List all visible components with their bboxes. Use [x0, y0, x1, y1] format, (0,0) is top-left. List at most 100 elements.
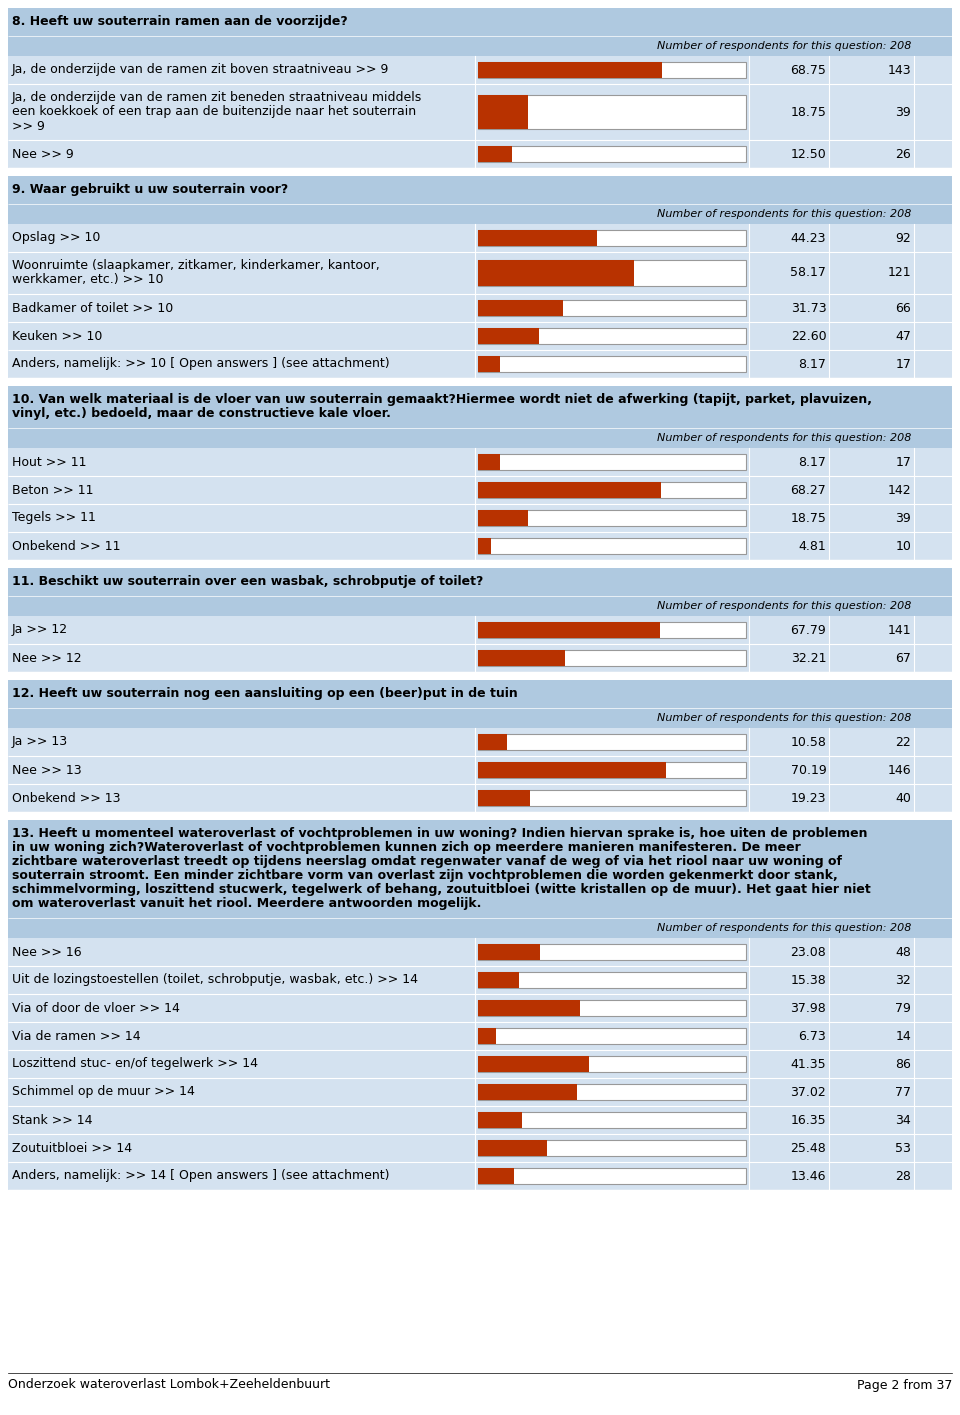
Text: 28: 28 [896, 1170, 911, 1183]
Text: 34: 34 [896, 1114, 911, 1126]
Bar [8, 727, 952, 756]
Text: 17: 17 [896, 358, 911, 371]
Bar [478, 328, 539, 344]
Text: Loszittend stuc- en/of tegelwerk >> 14: Loszittend stuc- en/of tegelwerk >> 14 [12, 1057, 258, 1071]
Bar [8, 567, 952, 616]
Text: Ja, de onderzijde van de ramen zit beneden straatniveau middels: Ja, de onderzijde van de ramen zit bened… [12, 92, 422, 105]
Text: een koekkoek of een trap aan de buitenzijde naar het souterrain: een koekkoek of een trap aan de buitenzi… [12, 106, 416, 119]
Text: 121: 121 [888, 266, 911, 280]
Bar [478, 1167, 746, 1184]
Bar [478, 999, 746, 1016]
Bar [8, 323, 952, 350]
Text: 9. Waar gebruikt u uw souterrain voor?: 9. Waar gebruikt u uw souterrain voor? [12, 184, 288, 197]
Text: Via de ramen >> 14: Via de ramen >> 14 [12, 1030, 140, 1043]
Text: Nee >> 9: Nee >> 9 [12, 147, 74, 160]
Bar [478, 1027, 496, 1044]
Text: Number of respondents for this question: 208: Number of respondents for this question:… [657, 601, 911, 611]
Text: Via of door de vloer >> 14: Via of door de vloer >> 14 [12, 1002, 180, 1015]
Bar [8, 504, 952, 532]
Bar [478, 95, 529, 129]
Text: schimmelvorming, loszittend stucwerk, tegelwerk of behang, zoutuitbloei (witte k: schimmelvorming, loszittend stucwerk, te… [12, 883, 871, 897]
Bar [8, 252, 952, 294]
Bar [8, 993, 952, 1022]
Bar [478, 1084, 746, 1101]
Text: Onbekend >> 11: Onbekend >> 11 [12, 539, 121, 552]
Text: 77: 77 [896, 1085, 911, 1098]
Bar [8, 756, 952, 784]
Bar [8, 821, 952, 938]
Bar [8, 350, 952, 378]
Text: 18.75: 18.75 [790, 106, 827, 119]
Bar [478, 62, 662, 78]
Text: Onderzoek wateroverlast Lombok+Zeeheldenbuurt: Onderzoek wateroverlast Lombok+Zeehelden… [8, 1378, 330, 1391]
Bar [478, 146, 746, 163]
Text: 13.46: 13.46 [791, 1170, 827, 1183]
Bar [478, 1056, 589, 1073]
Text: Ja, de onderzijde van de ramen zit boven straatniveau >> 9: Ja, de onderzijde van de ramen zit boven… [12, 64, 390, 76]
Bar [478, 999, 580, 1016]
Text: Tegels >> 11: Tegels >> 11 [12, 511, 96, 525]
Text: 40: 40 [896, 791, 911, 805]
Text: Anders, namelijk: >> 14 [ Open answers ] (see attachment): Anders, namelijk: >> 14 [ Open answers ]… [12, 1170, 390, 1183]
Text: 47: 47 [896, 330, 911, 342]
Bar [478, 229, 746, 246]
Bar [478, 621, 660, 638]
Text: Onbekend >> 13: Onbekend >> 13 [12, 791, 121, 805]
Text: 25.48: 25.48 [790, 1142, 827, 1155]
Text: in uw woning zich?Wateroverlast of vochtproblemen kunnen zich op meerdere manier: in uw woning zich?Wateroverlast of vocht… [12, 842, 801, 855]
Text: vinyl, etc.) bedoeld, maar de constructieve kale vloer.: vinyl, etc.) bedoeld, maar de constructi… [12, 408, 391, 420]
Bar [8, 83, 952, 140]
Text: 19.23: 19.23 [791, 791, 827, 805]
Bar [478, 355, 746, 372]
Bar [8, 224, 952, 252]
Text: 39: 39 [896, 106, 911, 119]
Bar [8, 57, 952, 83]
Text: Keuken >> 10: Keuken >> 10 [12, 330, 103, 342]
Bar [8, 175, 952, 224]
Bar [478, 944, 746, 961]
Bar [478, 972, 746, 989]
Bar [478, 146, 512, 163]
Text: 32: 32 [896, 974, 911, 986]
Text: 142: 142 [888, 484, 911, 497]
Bar [478, 260, 634, 286]
Text: >> 9: >> 9 [12, 119, 45, 133]
Text: 92: 92 [896, 232, 911, 245]
Bar [8, 1050, 952, 1078]
Text: 6.73: 6.73 [799, 1030, 827, 1043]
Bar [478, 733, 507, 750]
Bar [478, 1139, 746, 1156]
Bar [8, 475, 952, 504]
Bar [478, 972, 519, 989]
Bar [478, 1112, 522, 1128]
Bar [8, 644, 952, 672]
Bar [478, 1167, 515, 1184]
Text: Ja >> 13: Ja >> 13 [12, 736, 68, 749]
Bar [478, 733, 746, 750]
Text: 15.38: 15.38 [790, 974, 827, 986]
Text: 13. Heeft u momenteel wateroverlast of vochtproblemen in uw woning? Indien hierv: 13. Heeft u momenteel wateroverlast of v… [12, 828, 868, 841]
Text: 18.75: 18.75 [790, 511, 827, 525]
Text: 8.17: 8.17 [799, 358, 827, 371]
Bar [8, 1078, 952, 1107]
Bar [478, 621, 746, 638]
Text: 12.50: 12.50 [790, 147, 827, 160]
Text: 12. Heeft uw souterrain nog een aansluiting op een (beer)put in de tuin: 12. Heeft uw souterrain nog een aansluit… [12, 688, 517, 700]
Text: 10. Van welk materiaal is de vloer van uw souterrain gemaakt?Hiermee wordt niet : 10. Van welk materiaal is de vloer van u… [12, 393, 872, 406]
Text: Nee >> 13: Nee >> 13 [12, 764, 82, 777]
Text: Hout >> 11: Hout >> 11 [12, 456, 86, 468]
Text: 31.73: 31.73 [791, 301, 827, 314]
Text: Badkamer of toilet >> 10: Badkamer of toilet >> 10 [12, 301, 173, 314]
Bar [478, 1056, 746, 1073]
Bar [8, 966, 952, 993]
Text: zichtbare wateroverlast treedt op tijdens neerslag omdat regenwater vanaf de weg: zichtbare wateroverlast treedt op tijden… [12, 856, 842, 869]
Text: Beton >> 11: Beton >> 11 [12, 484, 93, 497]
Bar [478, 62, 746, 78]
Bar [478, 509, 746, 526]
Text: 14: 14 [896, 1030, 911, 1043]
Text: Schimmel op de muur >> 14: Schimmel op de muur >> 14 [12, 1085, 195, 1098]
Bar [8, 784, 952, 812]
Bar [478, 509, 529, 526]
Text: 10: 10 [896, 539, 911, 552]
Bar [478, 538, 492, 555]
